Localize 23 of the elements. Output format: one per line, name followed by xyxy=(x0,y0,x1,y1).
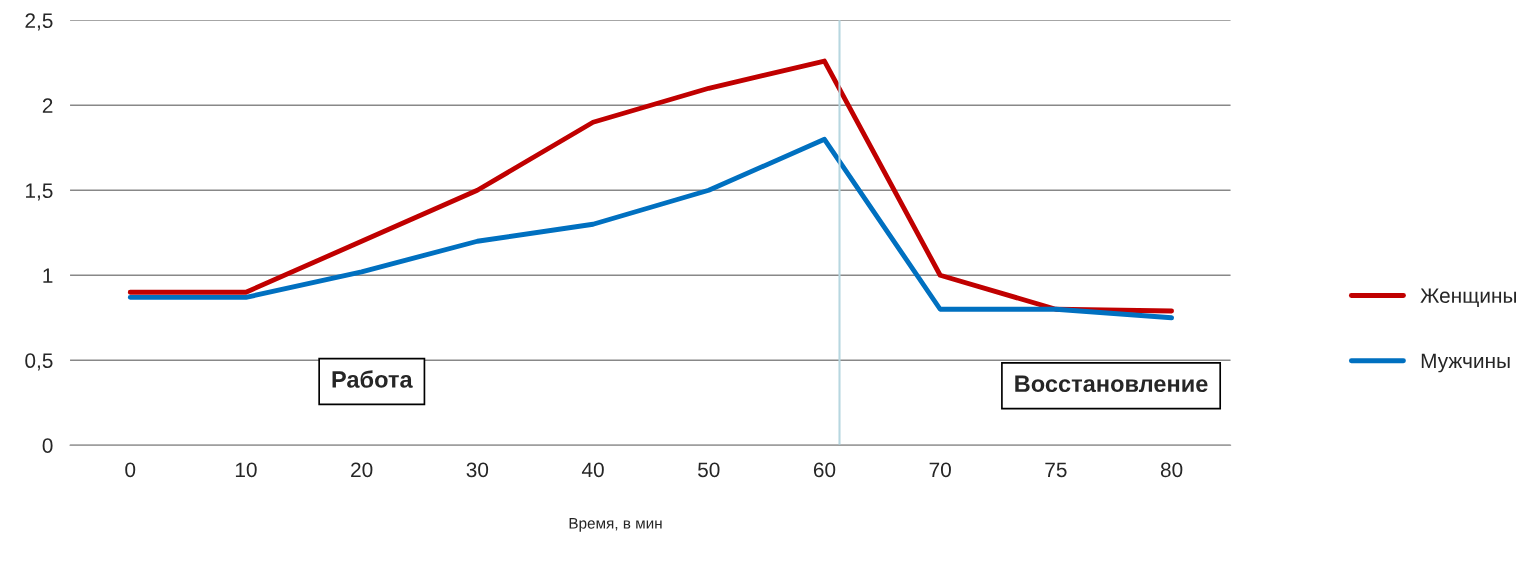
x-tick-label: 30 xyxy=(466,462,489,478)
legend-label: Мужчины xyxy=(1421,353,1510,373)
x-tick-label: 20 xyxy=(351,462,373,478)
line-series xyxy=(127,136,1174,321)
x-tick-label: 40 xyxy=(581,462,604,478)
x-tick-label: 60 xyxy=(813,462,836,478)
x-tick-label: 70 xyxy=(929,462,951,478)
x-tick-label: 50 xyxy=(698,462,720,478)
x-tick-label: 10 xyxy=(235,462,257,478)
y-tick-label: 0,5 xyxy=(25,353,53,371)
x-tick-label: 80 xyxy=(1160,462,1183,478)
x-tick-label: 0 xyxy=(125,462,136,478)
y-tick-label: 2 xyxy=(42,98,53,113)
y-tick-label: 2,5 xyxy=(25,13,53,31)
line-series xyxy=(127,58,1174,314)
legend-label: Женщины xyxy=(1420,288,1516,307)
x-axis-title: Время, в мин xyxy=(569,518,662,532)
y-tick-label: 1 xyxy=(43,268,53,283)
annotation: Работа xyxy=(332,370,413,388)
x-tick-label: 75 xyxy=(1045,462,1067,478)
y-tick-label: 0 xyxy=(42,438,53,453)
y-tick-label: 1,5 xyxy=(26,183,53,201)
annotation: Восстановление xyxy=(1015,375,1208,393)
